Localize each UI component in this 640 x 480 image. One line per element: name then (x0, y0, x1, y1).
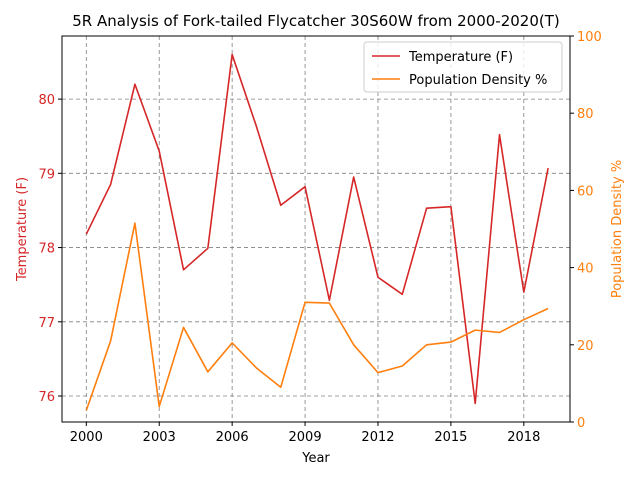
x-tick-label: 2000 (70, 430, 103, 445)
y-left-tick-label: 77 (38, 316, 55, 331)
series-lines (85, 53, 549, 411)
x-axis-title: Year (301, 451, 330, 466)
y-right-tick-label: 40 (577, 262, 594, 277)
legend-label-temperature: Temperature (F) (408, 50, 513, 65)
chart-title: 5R Analysis of Fork-tailed Flycatcher 30… (72, 12, 560, 30)
y-right-tick-label: 100 (577, 30, 602, 45)
plot-frame (61, 35, 571, 423)
x-tick-label: 2015 (434, 430, 467, 445)
y-right-tick-label: 20 (577, 339, 594, 354)
y-axis-right-title: Population Density % (610, 160, 625, 298)
axis-ticks: 2000 2003 2006 2009 2012 2015 2018 76 77 78 79 80 0 2… (38, 30, 601, 445)
y-left-tick-label: 80 (38, 93, 55, 108)
y-right-tick-label: 0 (577, 416, 585, 431)
legend: Temperature (F) Population Density % (363, 41, 563, 93)
legend-label-population: Population Density % (409, 73, 547, 88)
temperature-line (85, 53, 549, 405)
x-tick-label: 2009 (289, 430, 322, 445)
y-left-tick-label: 76 (38, 390, 55, 405)
y-right-tick-label: 80 (577, 107, 594, 122)
y-left-tick-label: 79 (38, 167, 55, 182)
y-left-tick-label: 78 (38, 242, 55, 257)
legend-box (363, 41, 563, 93)
x-tick-label: 2003 (143, 430, 176, 445)
population-density-line (85, 222, 549, 411)
x-tick-label: 2006 (216, 430, 249, 445)
x-tick-label: 2012 (361, 430, 394, 445)
y-axis-left-title: Temperature (F) (15, 177, 30, 282)
x-tick-label: 2018 (507, 430, 540, 445)
grid-lines (62, 36, 570, 422)
y-right-tick-label: 60 (577, 184, 594, 199)
